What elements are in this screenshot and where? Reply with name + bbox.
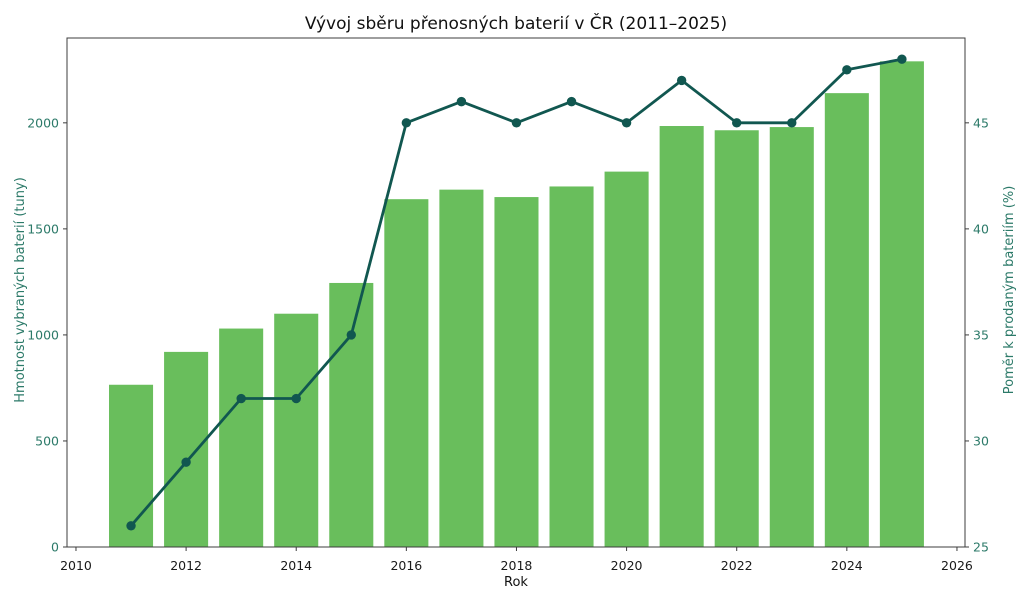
bar-2014 (274, 313, 319, 547)
bar-2020 (604, 171, 649, 548)
bar-2023 (769, 127, 814, 547)
line-point-2014 (291, 393, 301, 404)
y-tick-label-right-45: 45 (973, 115, 989, 130)
x-tick-label-2018: 2018 (501, 558, 533, 573)
y-tick-label-right-35: 35 (973, 327, 989, 342)
x-tick-label-2022: 2022 (721, 558, 753, 573)
x-tick-label-2020: 2020 (611, 558, 643, 573)
line-point-2020 (621, 118, 632, 128)
line-point-2012 (181, 457, 191, 467)
x-tick-label-2010: 2010 (60, 558, 92, 573)
y-tick-label-left-1500: 1500 (27, 221, 59, 236)
line-point-2018 (511, 118, 522, 128)
x-tick-label-2026: 2026 (941, 558, 973, 573)
y-tick-label-left-1000: 1000 (27, 327, 59, 342)
bar-2011 (109, 384, 154, 547)
line-point-2013 (236, 393, 246, 404)
line-point-2025 (897, 54, 907, 64)
x-tick-label-2014: 2014 (280, 558, 312, 573)
bar-2019 (549, 186, 594, 548)
line-point-2024 (842, 65, 852, 75)
y-tick-label-right-25: 25 (973, 540, 989, 555)
y-tick-label-right-40: 40 (973, 221, 989, 236)
bar-2022 (714, 130, 759, 547)
bar-2024 (824, 93, 869, 548)
line-point-2017 (456, 96, 467, 107)
x-tick-label-2024: 2024 (831, 558, 863, 573)
chart-title: Vývoj sběru přenosných baterií v ČR (201… (305, 12, 727, 34)
y-tick-label-left-500: 500 (35, 433, 59, 448)
line-point-2023 (787, 118, 797, 128)
ratio-line-series (126, 54, 907, 531)
y-tick-label-left-2000: 2000 (27, 115, 59, 130)
bar-2016 (384, 199, 429, 547)
y-axis-label-left: Hmotnost vybraných baterií (tuny) (13, 177, 28, 403)
bar-2025 (879, 61, 924, 548)
line-point-2016 (401, 118, 412, 128)
bar-2012 (164, 351, 209, 547)
bars-series-tuny (109, 61, 924, 548)
x-tick-label-2012: 2012 (170, 558, 202, 573)
bar-2021 (659, 126, 704, 547)
x-axis-label: Rok (504, 575, 528, 590)
bar-2018 (494, 197, 539, 547)
bar-2017 (439, 189, 484, 547)
axis-ticks: 2010 2012 2014 2016 2018 2020 2022 2024 2026 0 500… (27, 115, 989, 573)
bar-2013 (219, 328, 264, 547)
y-tick-label-left-0: 0 (51, 540, 59, 555)
line-point-2022 (732, 118, 742, 128)
bar-2015 (329, 282, 374, 547)
line-point-2021 (676, 75, 687, 86)
line-point-2019 (566, 96, 577, 107)
y-tick-label-right-30: 30 (973, 433, 989, 448)
x-tick-label-2016: 2016 (390, 558, 422, 573)
line-point-2011 (126, 521, 136, 531)
y-axis-label-right: Poměr k prodaným bateriím (%) (1002, 186, 1017, 395)
line-point-2015 (346, 330, 356, 340)
